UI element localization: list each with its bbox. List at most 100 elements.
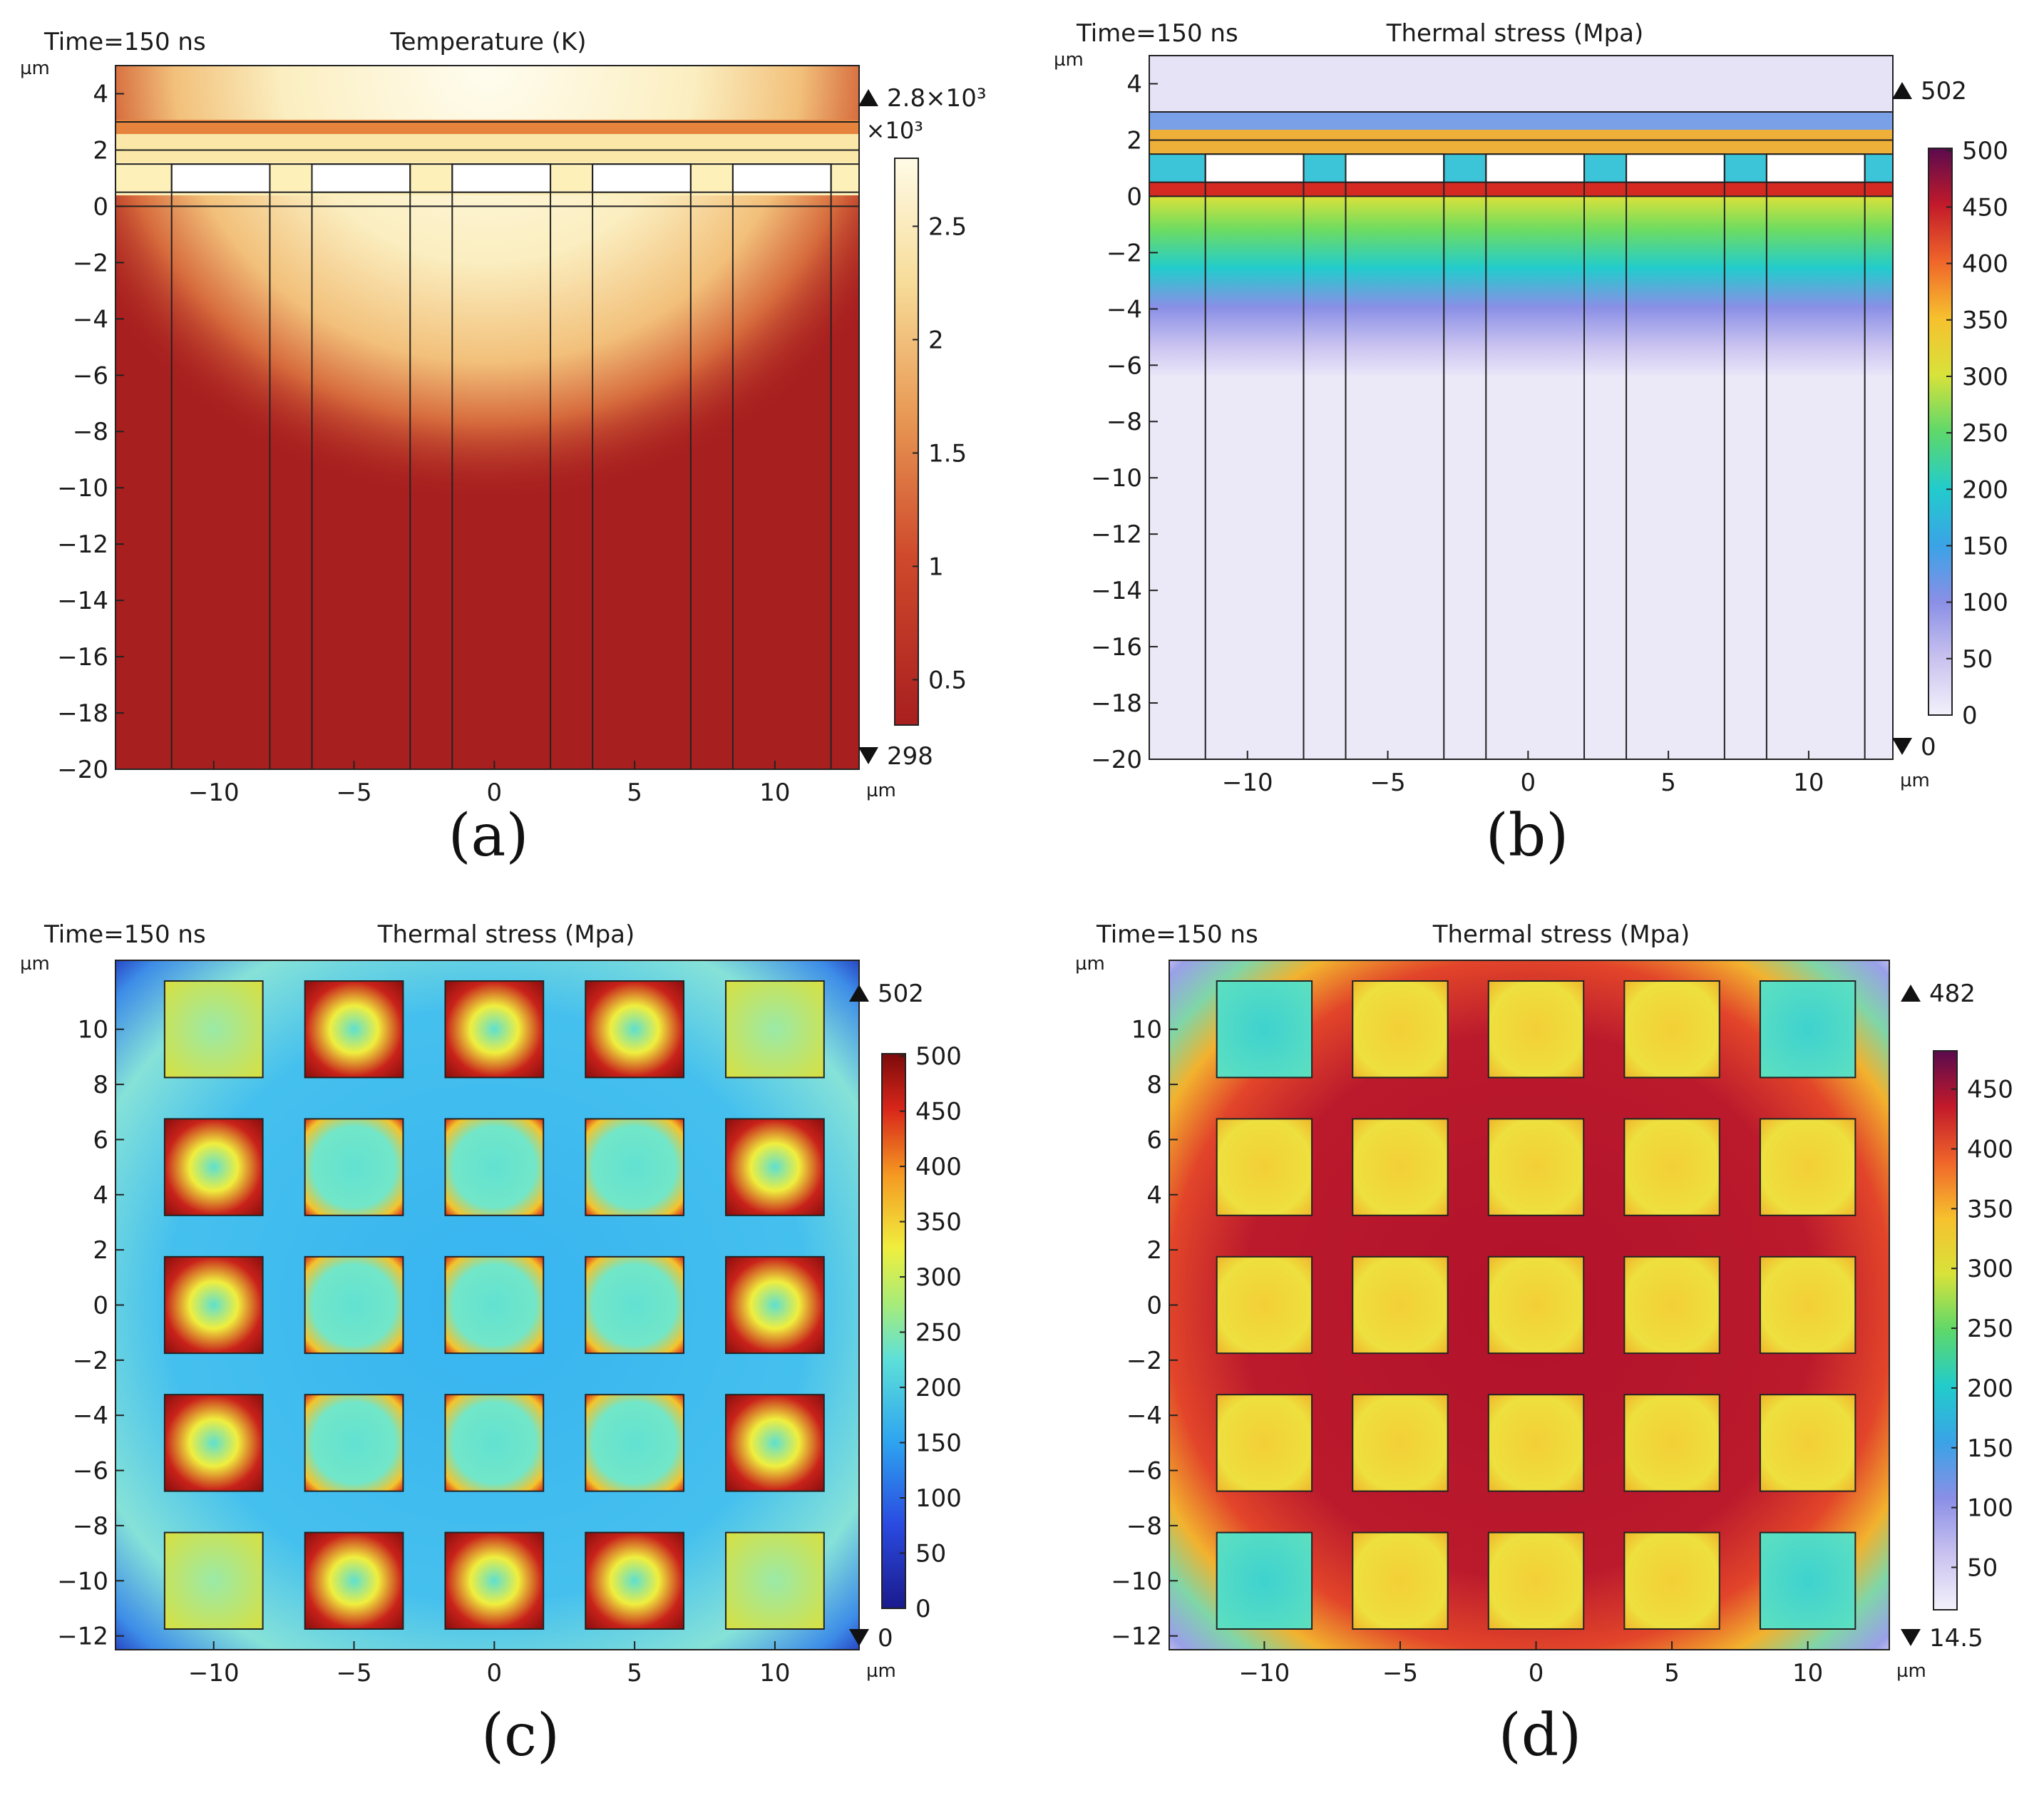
colorbar-max-label: 2.8×10³ (887, 84, 986, 113)
max-marker-icon (1892, 82, 1912, 99)
pillar-square (304, 1394, 404, 1492)
pillar-square (1623, 1118, 1720, 1216)
colorbar-tick-label: 500 (915, 1042, 962, 1071)
colorbar-scale (894, 158, 919, 726)
colorbar-tick-label: 150 (1967, 1434, 2013, 1463)
colorbar-tick-label: 0.5 (928, 666, 967, 694)
x-tick-label: 5 (627, 779, 642, 807)
x-tick-label: 0 (487, 779, 503, 807)
void-gap (311, 163, 411, 193)
figure-label: (a) (448, 802, 529, 870)
y-tick-label: 4 (1146, 1181, 1162, 1210)
pillar-square (1759, 1255, 1856, 1355)
colorbar-min-label: 0 (878, 1624, 893, 1653)
pillar-square (1623, 1531, 1720, 1630)
pillar-square (163, 1531, 264, 1630)
pillar-square (1759, 1118, 1856, 1216)
void-gap (731, 163, 832, 193)
x-unit-label: µm (1900, 770, 1930, 791)
pillar-square (585, 1531, 685, 1630)
colorbar-tick-label: 250 (915, 1319, 962, 1347)
pillar-square (1216, 1531, 1313, 1630)
y-tick-label: −10 (1091, 464, 1142, 493)
y-tick-label: 10 (1131, 1016, 1162, 1044)
y-tick-label: −6 (73, 1457, 108, 1486)
pillar-square (725, 1255, 825, 1355)
chart-title: Temperature (K) (389, 28, 586, 56)
chart-title: Thermal stress (Mpa) (1386, 19, 1644, 48)
y-unit-label: µm (1075, 953, 1105, 975)
pillar-square (444, 1531, 545, 1630)
colorbar-min-label: 298 (887, 742, 933, 771)
colorbar-max-label: 502 (878, 980, 924, 1008)
x-tick-label: 5 (1664, 1659, 1680, 1687)
pillar-square (1759, 980, 1856, 1079)
plot-area (115, 65, 860, 770)
x-tick-label: −10 (1222, 769, 1273, 797)
colorbar-tick-label: 1.5 (928, 439, 967, 468)
pillar-square (1623, 1255, 1720, 1355)
x-unit-label: µm (866, 1660, 896, 1682)
colorbar-tick-label: 50 (1962, 645, 1993, 674)
colorbar-tick-label: 100 (1962, 589, 2008, 617)
pillar-square (304, 980, 404, 1079)
y-tick-label: −8 (73, 418, 108, 446)
colorbar-min-label: 0 (1921, 733, 1936, 761)
y-unit-label: µm (20, 953, 50, 975)
colorbar-tick-label: 300 (1967, 1255, 2013, 1283)
x-tick-label: 10 (759, 779, 790, 807)
pillar-square (163, 1394, 264, 1492)
y-tick-label: −4 (1106, 295, 1142, 324)
y-tick-label: −16 (57, 643, 108, 672)
x-tick-label: 5 (1660, 769, 1676, 797)
figure-label: (c) (481, 1702, 560, 1769)
plot-frame (1149, 55, 1894, 760)
colorbar-tick-label: 100 (915, 1484, 962, 1513)
colorbar: 50 100 150 200 250 300 350 400 450 482 14.5 (1901, 980, 2013, 1653)
y-tick-label: −14 (57, 587, 108, 615)
colorbar-tick-label: 2.5 (928, 212, 967, 241)
void-gap (1485, 153, 1586, 183)
colorbar-tick-label: 350 (1967, 1195, 2013, 1223)
pillar-square (725, 1394, 825, 1492)
x-unit-label: µm (1896, 1660, 1926, 1682)
pillar-square (1216, 980, 1313, 1079)
min-marker-icon (1892, 738, 1912, 755)
pillar-square (444, 1394, 545, 1492)
max-marker-icon (849, 985, 869, 1002)
min-marker-icon (1901, 1629, 1921, 1646)
colorbar-tick-label: 150 (1962, 532, 2008, 560)
colorbar-max-label: 482 (1929, 980, 1976, 1008)
x-tick-label: −10 (1239, 1659, 1290, 1687)
y-tick-label: −4 (73, 1402, 108, 1430)
y-tick-label: −12 (1091, 520, 1142, 549)
pillar-square (1352, 980, 1449, 1079)
panel-a: Time=150 ns Temperature (K) µm 0.5 1 1.5 2 2… (20, 28, 986, 870)
y-tick-label: 0 (93, 1292, 108, 1320)
colorbar-tick-label: 100 (1967, 1494, 2013, 1523)
y-tick-label: −4 (1126, 1402, 1162, 1430)
stress-bloom (1149, 197, 1893, 375)
panel-b: Time=150 ns Thermal stress (Mpa) µm 0 50 1… (1054, 19, 2008, 870)
colorbar-tick-label: 400 (1967, 1136, 2013, 1164)
y-tick-label: 4 (1126, 70, 1142, 98)
pillar-square (1487, 1531, 1585, 1630)
x-tick-label: −10 (188, 779, 240, 807)
min-marker-icon (858, 747, 878, 764)
time-label: Time=150 ns (1076, 19, 1238, 48)
void-gap (1765, 153, 1866, 183)
max-marker-icon (1901, 985, 1921, 1002)
colorbar-scale (1933, 1050, 1958, 1611)
y-tick-label: −8 (73, 1512, 108, 1541)
colorbar-tick-label: 500 (1962, 137, 2008, 165)
hot-layer (115, 120, 859, 134)
pillar-square (1487, 1118, 1585, 1216)
y-tick-label: −8 (1106, 408, 1142, 436)
y-tick-label: −20 (57, 756, 108, 784)
x-tick-label: 0 (1529, 1659, 1544, 1687)
time-label: Time=150 ns (1096, 920, 1258, 949)
pillar-square (304, 1118, 404, 1216)
y-tick-label: −10 (57, 1567, 108, 1596)
plot-frame (115, 65, 860, 770)
